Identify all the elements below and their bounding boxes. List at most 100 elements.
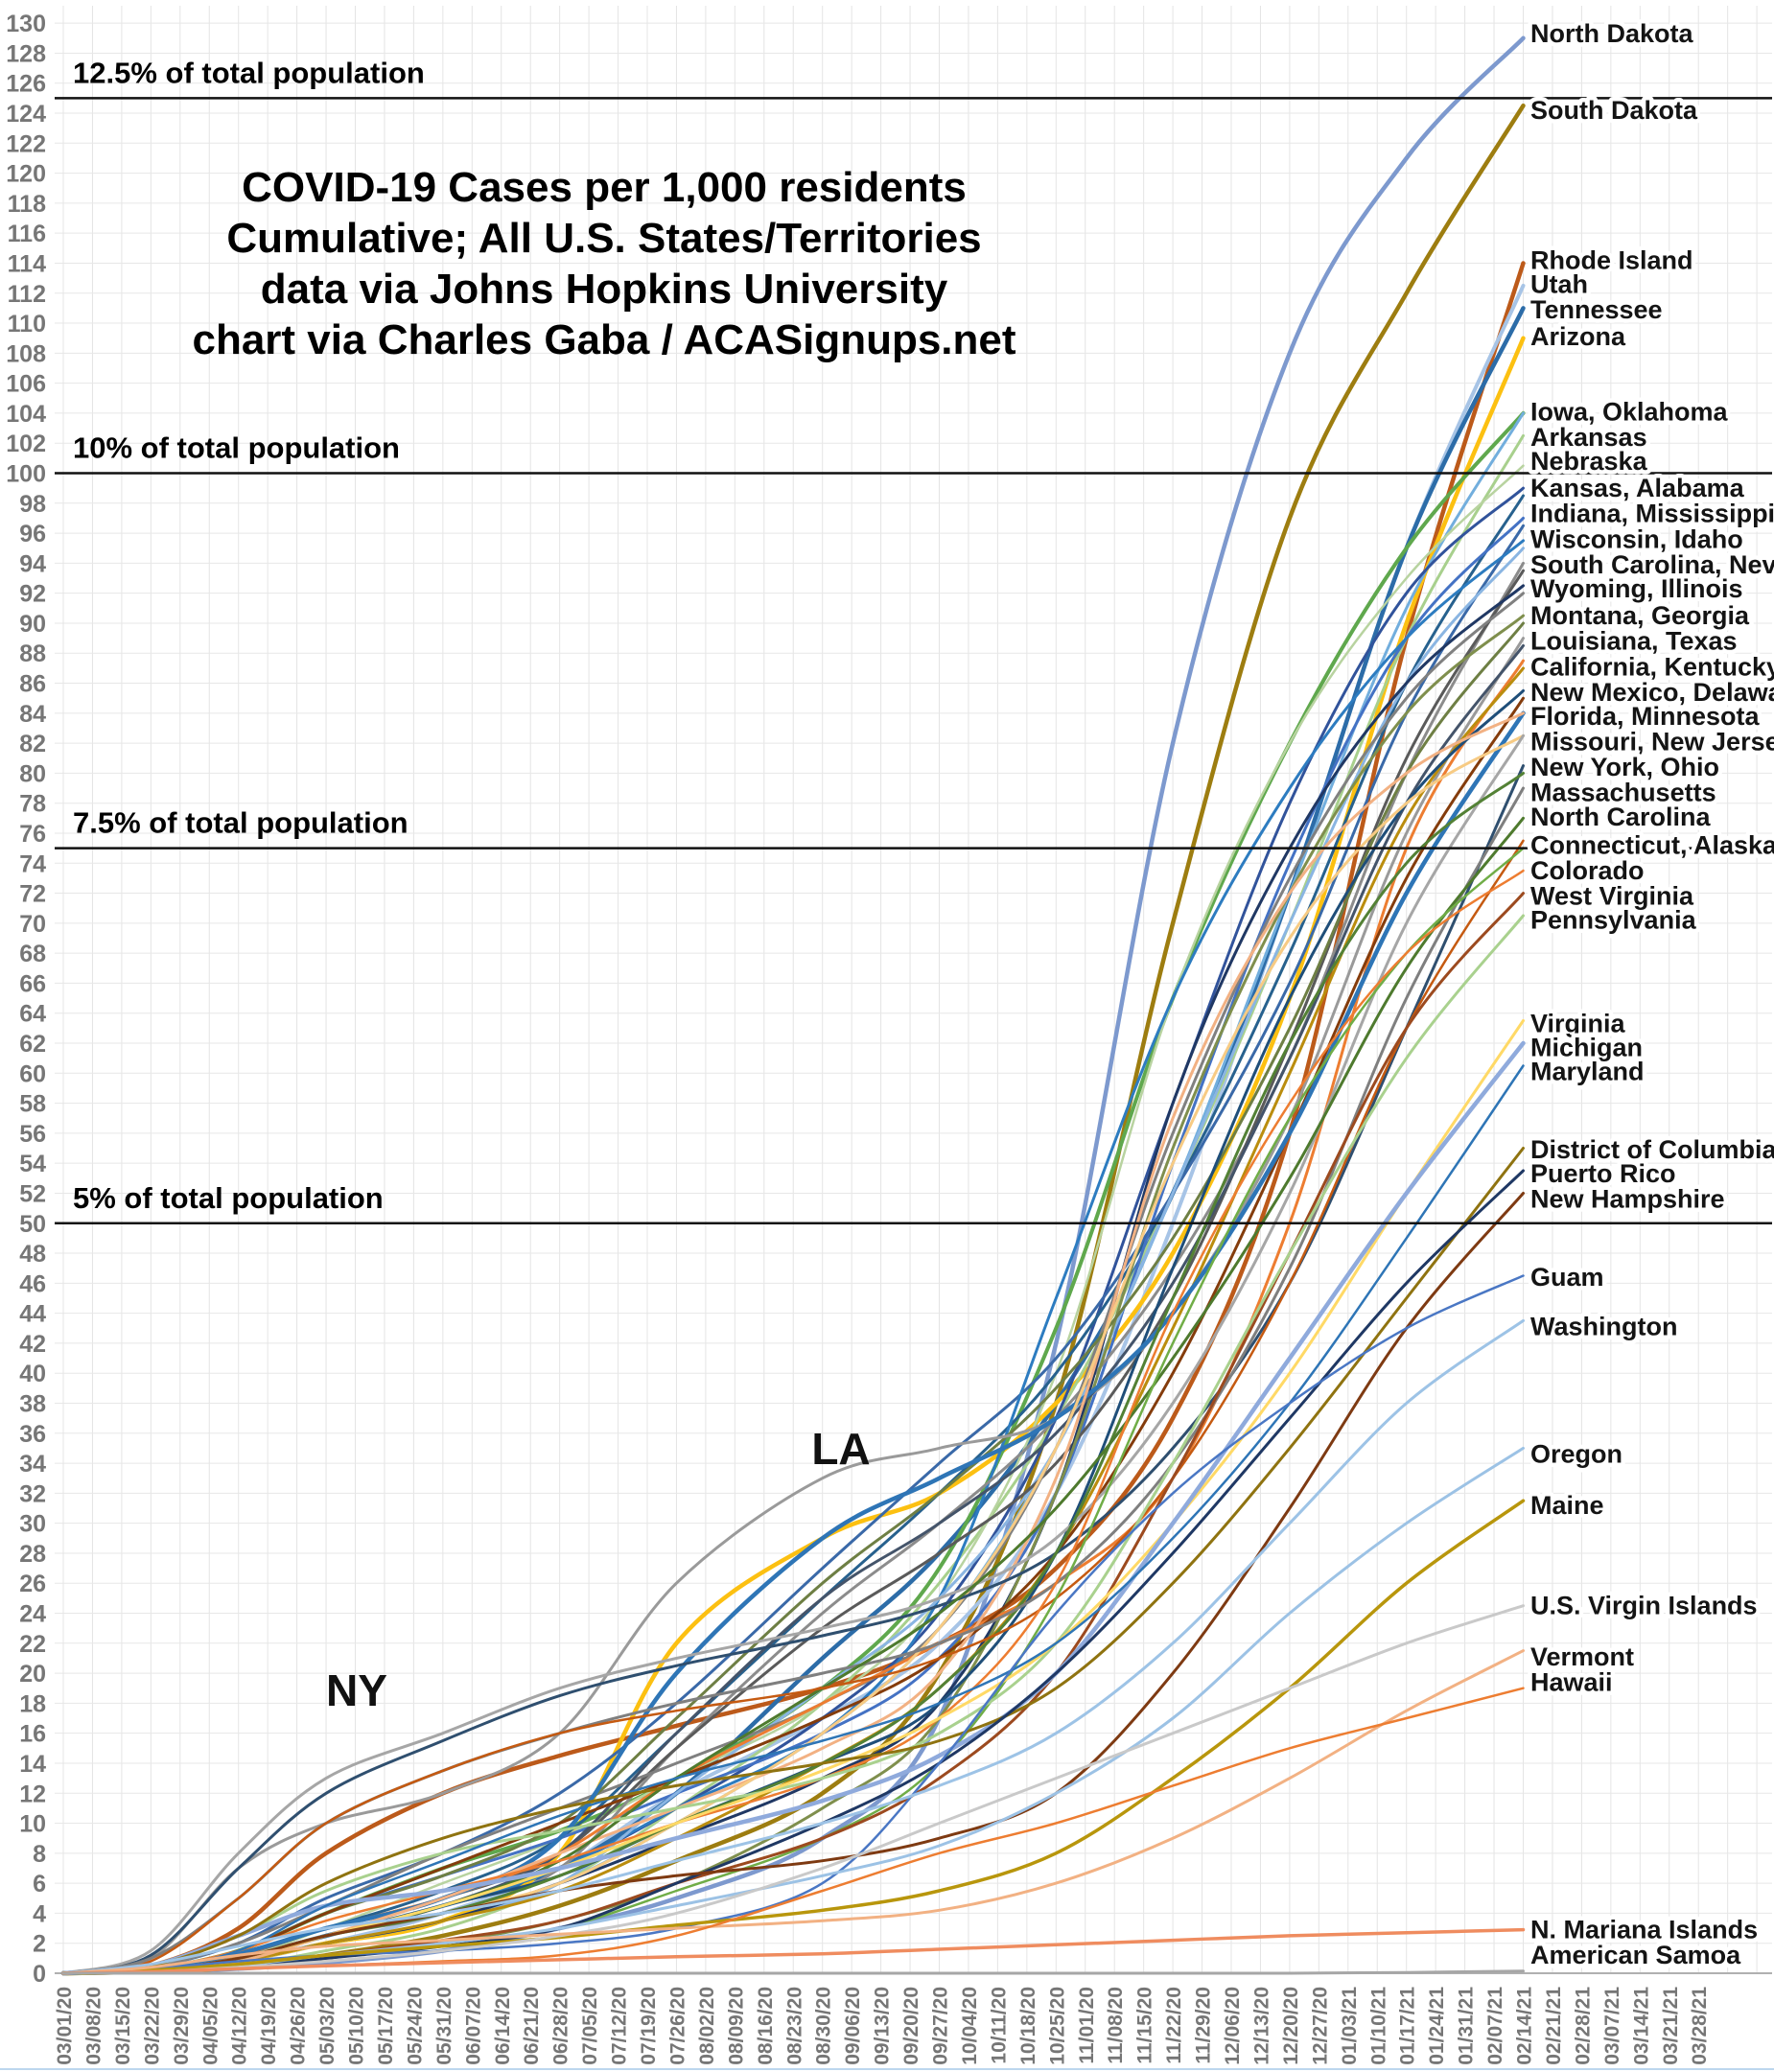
x-tick-label: 08/02/20 <box>696 1987 718 2065</box>
series-label-michigan: Michigan <box>1530 1034 1643 1062</box>
y-tick-label: 116 <box>8 221 46 247</box>
x-tick-label: 03/01/20 <box>54 1987 76 2065</box>
x-tick-label: 01/31/21 <box>1456 1987 1478 2065</box>
x-tick-label: 04/19/20 <box>258 1987 280 2065</box>
series-label-wyoming-illinois: Wyoming, Illinois <box>1530 574 1743 603</box>
series-label-new-hampshire: New Hampshire <box>1530 1185 1725 1214</box>
y-tick-label: 50 <box>19 1211 46 1238</box>
x-tick-label: 03/08/20 <box>83 1987 105 2065</box>
title-line-3: data via Johns Hopkins University <box>261 266 948 313</box>
series-label-tennessee: Tennessee <box>1530 295 1663 324</box>
series-label-colorado: Colorado <box>1530 856 1645 885</box>
x-tick-label: 03/14/21 <box>1630 1987 1652 2065</box>
y-tick-label: 64 <box>19 1001 46 1028</box>
x-tick-label: 01/10/21 <box>1367 1987 1389 2065</box>
series-label-oregon: Oregon <box>1530 1440 1622 1469</box>
series-label-maryland: Maryland <box>1530 1058 1645 1086</box>
series-line-louisiana <box>61 637 1525 1975</box>
x-tick-label: 11/22/20 <box>1163 1987 1185 2064</box>
y-tick-label: 14 <box>19 1751 46 1778</box>
series-label-arkansas: Arkansas <box>1530 423 1647 452</box>
y-tick-label: 62 <box>19 1031 46 1058</box>
y-tick-label: 118 <box>8 191 46 218</box>
series-label-guam: Guam <box>1530 1263 1604 1292</box>
y-tick-label: 26 <box>19 1571 46 1597</box>
y-tick-label: 80 <box>19 760 46 787</box>
x-tick-label: 11/01/20 <box>1076 1987 1098 2064</box>
x-tick-label: 02/21/21 <box>1543 1987 1565 2065</box>
y-tick-label: 18 <box>19 1690 46 1717</box>
x-tick-label: 04/12/20 <box>229 1987 251 2065</box>
x-tick-label: 11/08/20 <box>1105 1987 1127 2064</box>
y-tick-label: 112 <box>8 281 46 308</box>
y-tick-label: 70 <box>19 911 46 938</box>
series-line-mississippi <box>61 524 1525 1975</box>
series-label-north-dakota: North Dakota <box>1530 19 1693 48</box>
reference-line-label-5-of-total-population: 5% of total population <box>73 1181 384 1215</box>
y-tick-label: 74 <box>19 850 46 877</box>
y-tick-label: 56 <box>19 1121 46 1148</box>
annotation-la: LA <box>811 1424 870 1474</box>
x-tick-label: 04/05/20 <box>199 1987 222 2065</box>
x-tick-label: 09/13/20 <box>872 1987 894 2065</box>
series-label-puerto-rico: Puerto Rico <box>1530 1159 1676 1188</box>
series-label-iowa-oklahoma: Iowa, Oklahoma <box>1530 397 1729 426</box>
y-tick-label: 46 <box>19 1270 46 1297</box>
y-tick-label: 100 <box>6 461 46 488</box>
x-tick-label: 12/13/20 <box>1251 1987 1273 2065</box>
series-label-new-mexico-delaware: New Mexico, Delaware <box>1530 678 1774 707</box>
y-tick-label: 86 <box>19 671 46 698</box>
y-tick-label: 114 <box>8 250 46 277</box>
x-tick-label: 03/21/21 <box>1660 1987 1682 2065</box>
x-tick-label: 11/29/20 <box>1193 1987 1215 2064</box>
y-tick-label: 28 <box>19 1541 46 1568</box>
x-tick-label: 01/24/21 <box>1426 1987 1448 2065</box>
series-label-kansas-alabama: Kansas, Alabama <box>1530 474 1745 502</box>
x-tick-label: 05/10/20 <box>346 1987 368 2065</box>
series-label-montana-georgia: Montana, Georgia <box>1530 601 1750 630</box>
x-tick-label: 07/05/20 <box>579 1987 601 2065</box>
y-tick-label: 128 <box>6 40 46 67</box>
series-label-district-of-columbia: District of Columbia <box>1530 1135 1774 1164</box>
series-label-pennsylvania: Pennsylvania <box>1530 906 1697 935</box>
y-tick-label: 60 <box>19 1060 46 1087</box>
series-line-american-samoa <box>61 1969 1525 1975</box>
series-line-washington <box>61 1318 1525 1975</box>
series-line-florida <box>60 710 1526 1976</box>
y-tick-label: 72 <box>19 881 46 908</box>
x-tick-label: 06/28/20 <box>550 1987 572 2065</box>
series-label-washington: Washington <box>1530 1313 1677 1341</box>
y-tick-label: 106 <box>6 371 46 398</box>
x-tick-label: 08/16/20 <box>755 1987 777 2065</box>
y-tick-label: 82 <box>19 731 46 757</box>
series-line-new-hampshire <box>61 1192 1525 1975</box>
x-tick-label: 03/07/21 <box>1601 1987 1623 2065</box>
y-tick-label: 20 <box>19 1661 46 1688</box>
x-tick-label: 05/03/20 <box>316 1987 338 2065</box>
x-tick-label: 10/18/20 <box>1017 1987 1039 2065</box>
series-label-louisiana-texas: Louisiana, Texas <box>1530 627 1738 656</box>
x-tick-label: 02/14/21 <box>1514 1987 1536 2065</box>
y-tick-label: 102 <box>6 431 46 457</box>
series-label-south-dakota: South Dakota <box>1530 96 1698 125</box>
y-tick-label: 40 <box>19 1361 46 1387</box>
y-tick-label: 92 <box>19 581 46 608</box>
x-tick-label: 08/23/20 <box>783 1987 805 2065</box>
series-label-rhode-island: Rhode Island <box>1530 245 1693 274</box>
x-tick-label: 09/27/20 <box>930 1987 952 2065</box>
x-tick-label: 12/06/20 <box>1222 1987 1244 2065</box>
gridlines <box>55 6 1772 1974</box>
x-tick-label: 02/28/21 <box>1572 1987 1594 2065</box>
series-label-missouri-new-jersey: Missouri, New Jersey <box>1530 728 1774 757</box>
series-label-vermont: Vermont <box>1530 1642 1634 1671</box>
x-tick-label: 10/04/20 <box>959 1987 981 2065</box>
x-tick-label: 02/07/21 <box>1484 1987 1506 2065</box>
series-label-utah: Utah <box>1530 269 1588 298</box>
x-tick-label: 10/11/20 <box>988 1987 1010 2064</box>
x-tick-label: 05/17/20 <box>375 1987 397 2065</box>
x-tick-label: 06/14/20 <box>492 1987 514 2065</box>
x-tick-label: 06/07/20 <box>462 1987 484 2065</box>
series-line-n-mariana-islands <box>61 1927 1526 1975</box>
